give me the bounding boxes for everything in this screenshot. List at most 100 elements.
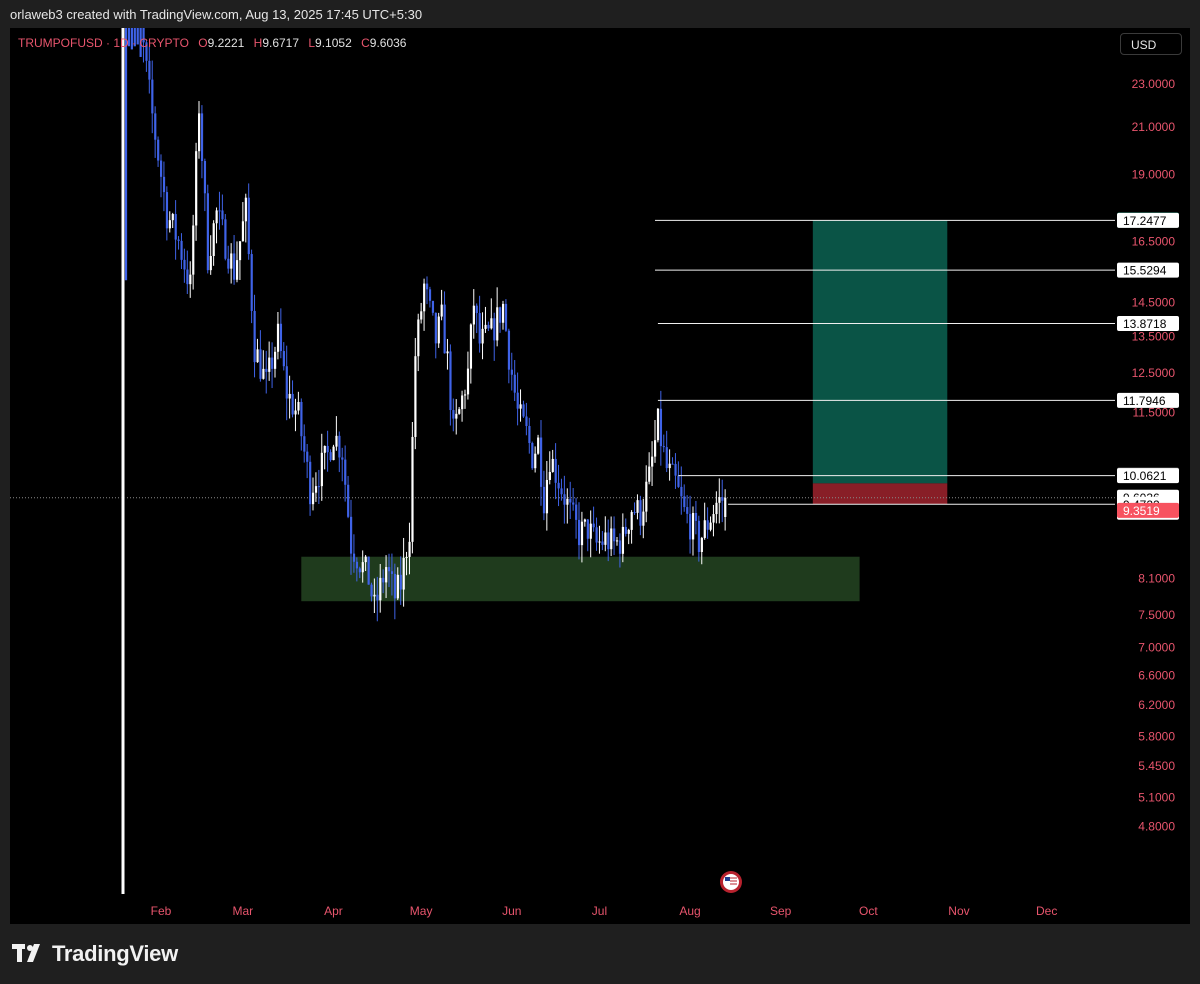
candle-body[interactable] [691,512,695,540]
candle-body[interactable] [656,408,660,441]
candle-body[interactable] [244,197,247,222]
candle-body[interactable] [677,475,680,487]
candle-body[interactable] [341,457,344,460]
candle-body[interactable] [130,28,133,50]
price-tag[interactable] [1117,468,1179,484]
candle-body[interactable] [554,458,557,483]
candle-body[interactable] [291,393,294,415]
candle-body[interactable] [458,409,461,414]
price-tag[interactable] [1117,392,1179,408]
candle-body[interactable] [311,492,315,505]
candle-body[interactable] [446,351,449,354]
candle-body[interactable] [233,253,236,280]
candle-body[interactable] [659,408,663,447]
candle-body[interactable] [592,523,595,528]
candle-body[interactable] [195,151,198,226]
candle-body[interactable] [639,500,642,526]
candle-body[interactable] [390,571,394,574]
candle-body[interactable] [721,497,724,501]
candle-body[interactable] [440,304,443,317]
candle-body[interactable] [306,451,309,462]
candle-body[interactable] [136,28,139,45]
candle-body[interactable] [613,528,616,542]
candle-body[interactable] [534,453,537,469]
candle-body[interactable] [385,567,388,583]
candle-body[interactable] [256,349,259,363]
candle-body[interactable] [314,486,318,493]
candle-body[interactable] [668,463,671,469]
candle-body[interactable] [373,594,376,597]
candle-body[interactable] [493,318,496,341]
candle-body[interactable] [303,436,306,452]
candle-body[interactable] [694,512,698,521]
candle-body[interactable] [338,435,341,458]
candle-body[interactable] [253,310,256,363]
candle-body[interactable] [335,435,338,447]
candle-body[interactable] [271,357,274,369]
candle-body[interactable] [674,463,677,476]
candle-body[interactable] [662,446,665,448]
candle-body[interactable] [376,594,379,601]
candle-body[interactable] [215,210,218,224]
candle-body[interactable] [604,532,607,545]
candle-body[interactable] [189,274,192,285]
candle-body[interactable] [285,366,288,399]
candle-body[interactable] [323,445,326,453]
candle-body[interactable] [165,192,169,229]
candle-body[interactable] [525,416,528,426]
candle-body[interactable] [607,532,610,550]
candle-body[interactable] [615,540,619,542]
candle-body[interactable] [537,437,540,454]
candle-body[interactable] [700,537,703,552]
candle-body[interactable] [145,42,148,61]
zone-demand[interactable] [301,556,860,602]
candle-body[interactable] [332,446,335,461]
candle-body[interactable] [279,323,283,352]
candle-body[interactable] [127,28,131,47]
candle-body[interactable] [268,357,271,372]
candle-body[interactable] [539,437,543,487]
candle-body[interactable] [183,259,186,270]
candle-body[interactable] [671,463,674,465]
candle-body[interactable] [548,471,551,480]
candle-body[interactable] [186,269,189,285]
candle-body[interactable] [142,28,145,43]
candle-body[interactable] [481,328,484,344]
candle-body[interactable] [513,374,516,393]
chart-canvas[interactable]: 23.0000 21.0000 19.0000 16.5000 14.5000 13.50… [10,28,1190,924]
candle-body[interactable] [501,303,505,323]
candle-body[interactable] [499,307,502,323]
candle-body[interactable] [247,197,250,255]
candle-body[interactable] [689,513,692,540]
candle-body[interactable] [344,459,347,485]
candle-body[interactable] [273,351,277,369]
candle-body[interactable] [151,79,154,114]
candle-body[interactable] [601,541,604,545]
candle-body[interactable] [224,219,227,259]
candle-body[interactable] [349,516,353,554]
candle-body[interactable] [347,484,350,517]
candle-body[interactable] [431,300,435,313]
candle-body[interactable] [665,447,668,469]
chart-pane[interactable]: 23.0000 21.0000 19.0000 16.5000 14.5000 13.50… [10,28,1190,924]
candle-body[interactable] [250,254,253,311]
candle-body[interactable] [317,486,321,488]
candle-body[interactable] [586,519,589,539]
candle-body[interactable] [455,413,458,419]
candle-body[interactable] [238,241,242,261]
candle-body[interactable] [379,577,382,601]
candle-body[interactable] [475,305,478,314]
candle-body[interactable] [545,479,549,514]
candle-body[interactable] [522,404,525,417]
candle-body[interactable] [160,160,163,177]
candle-body[interactable] [504,303,508,331]
candle-body[interactable] [367,556,370,585]
candle-body[interactable] [542,486,546,514]
candle-body[interactable] [510,369,513,375]
candle-body[interactable] [297,401,300,411]
candle-body[interactable] [282,351,285,367]
candle-body[interactable] [405,556,408,558]
candle-body[interactable] [288,393,291,399]
candle-body[interactable] [490,318,493,329]
candle-body[interactable] [417,319,420,357]
